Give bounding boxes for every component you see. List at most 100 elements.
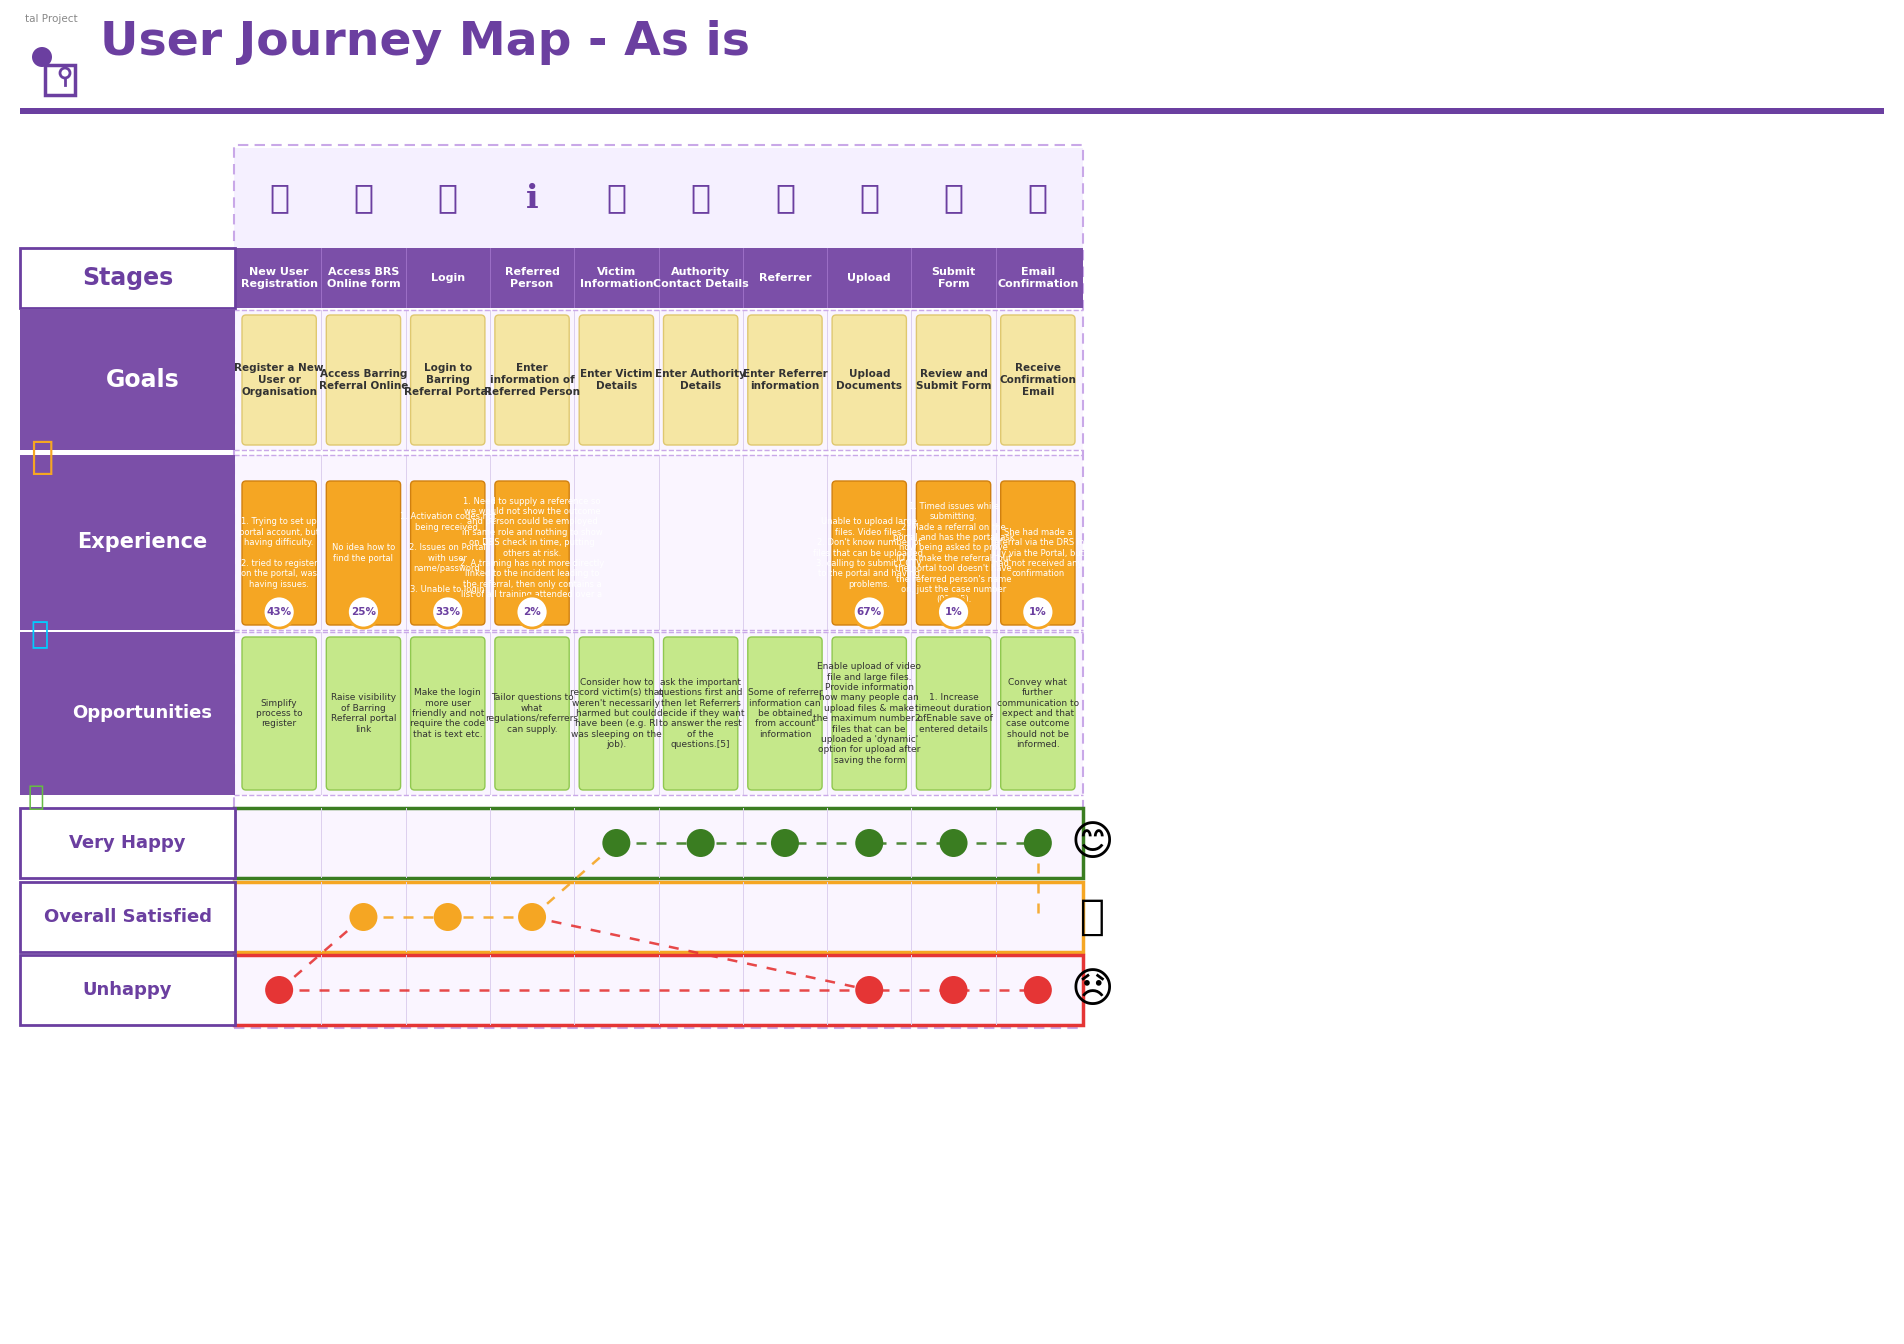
Circle shape [939,976,967,1004]
Text: Referred
Person: Referred Person [505,267,560,289]
Circle shape [434,903,463,931]
Text: Enter Authority
Details: Enter Authority Details [655,370,746,391]
FancyBboxPatch shape [326,481,400,625]
Bar [21,956,234,1025]
FancyBboxPatch shape [495,481,569,625]
Text: Authority
Contact Details: Authority Contact Details [653,267,748,289]
Text: 2%: 2% [524,607,541,617]
Circle shape [1024,829,1051,857]
Text: Access Barring
Referral Online: Access Barring Referral Online [318,370,407,391]
Text: Submit
Form: Submit Form [931,267,975,289]
Text: 1. Timed issues while
submitting.
2. Made a referral on the
portal and has the p: 1. Timed issues while submitting. 2. Mad… [893,501,1015,605]
FancyBboxPatch shape [748,637,823,790]
Circle shape [939,829,967,857]
Text: 1%: 1% [944,607,962,617]
FancyBboxPatch shape [1002,481,1076,625]
Text: She had made a
referral via the DRS in
July via the Portal, but
had not received: She had made a referral via the DRS in J… [992,528,1085,578]
Text: 25%: 25% [350,607,375,617]
Text: ask the important
questions first and
then let Referrers
decide if they want
to : ask the important questions first and th… [657,677,744,749]
Text: 👥: 👥 [605,181,626,215]
Bar [234,956,1083,1025]
FancyBboxPatch shape [242,481,316,625]
Text: 🌿: 🌿 [29,784,44,810]
Text: ℹ: ℹ [526,181,539,215]
Text: Enter Victim
Details: Enter Victim Details [581,370,653,391]
Text: No idea how to
find the portal: No idea how to find the portal [331,543,394,563]
FancyBboxPatch shape [411,637,486,790]
Text: Email
Confirmation: Email Confirmation [998,267,1078,289]
Text: Experience: Experience [78,532,208,552]
Circle shape [771,829,800,857]
Text: 33%: 33% [436,607,461,617]
Text: Unable to upload large
files. Video files.
2. Don't know number of
files that ca: Unable to upload large files. Video file… [813,517,925,589]
Bar [234,310,1083,450]
Circle shape [937,595,969,628]
FancyBboxPatch shape [748,314,823,445]
Text: Login: Login [430,273,465,284]
FancyBboxPatch shape [411,314,486,445]
Circle shape [265,976,293,1004]
Text: Enter
information of
Referred Person: Enter information of Referred Person [484,363,581,396]
Text: 1. Increase
timeout duration
2. Enable save of
entered details: 1. Increase timeout duration 2. Enable s… [914,694,992,734]
Text: Enable upload of video
file and large files.
Provide information
how many people: Enable upload of video file and large fi… [813,663,925,765]
Circle shape [1024,976,1051,1004]
Bar [234,249,1083,308]
FancyBboxPatch shape [1002,637,1076,790]
Text: Consider how to
record victim(s) that
weren't necessarily
harmed but could
have : Consider how to record victim(s) that we… [569,677,663,749]
Text: Simplify
process to
register: Simplify process to register [255,699,303,728]
FancyBboxPatch shape [663,314,737,445]
Circle shape [853,595,885,628]
FancyBboxPatch shape [916,637,990,790]
Text: Tailor questions to
what
regulations/referrers
can supply.: Tailor questions to what regulations/ref… [486,694,579,734]
Bar [234,882,1083,952]
Text: Enter Referrer
information: Enter Referrer information [743,370,828,391]
Text: tal Project: tal Project [25,13,78,24]
Bar [21,882,234,952]
Text: New User
Registration: New User Registration [240,267,318,289]
FancyBboxPatch shape [495,314,569,445]
Circle shape [516,595,548,628]
Text: 1%: 1% [1028,607,1047,617]
Text: 🖥: 🖥 [268,181,289,215]
FancyBboxPatch shape [411,481,486,625]
Bar [234,145,1083,1028]
FancyBboxPatch shape [326,637,400,790]
Bar [234,632,1083,796]
Text: Stages: Stages [82,266,173,290]
FancyBboxPatch shape [579,637,653,790]
Text: 😞: 😞 [1070,969,1114,1011]
FancyBboxPatch shape [242,314,316,445]
Text: 🙂: 🙂 [1080,896,1104,938]
Text: 67%: 67% [857,607,882,617]
Text: Raise visibility
of Barring
Referral portal
link: Raise visibility of Barring Referral por… [331,694,396,734]
Bar [21,249,234,308]
Text: Some of referrer
information can
be obtained
from account
information: Some of referrer information can be obta… [748,688,823,739]
Text: 🔐: 🔐 [438,181,457,215]
Bar [21,808,234,878]
Text: 📋: 📋 [944,181,963,215]
Text: 1. Need to supply a reference so
we would not show the outcome
and person could : 1. Need to supply a reference so we woul… [461,496,604,609]
FancyBboxPatch shape [579,314,653,445]
Text: Unhappy: Unhappy [82,981,171,999]
Circle shape [1022,595,1053,628]
FancyBboxPatch shape [663,637,737,790]
Bar [21,310,234,450]
FancyBboxPatch shape [832,637,906,790]
Circle shape [855,829,883,857]
Text: Goals: Goals [105,368,179,392]
Circle shape [32,47,51,67]
Text: 📞: 📞 [691,181,710,215]
FancyBboxPatch shape [1002,314,1076,445]
Text: 🏔: 🏔 [30,438,53,476]
Circle shape [350,903,377,931]
Bar [234,808,1083,878]
Text: 📧: 📧 [1028,181,1047,215]
Text: 1. Activation codes not
being received.

2. Issues on Portal
with user
name/pass: 1. Activation codes not being received. … [400,512,495,594]
FancyBboxPatch shape [326,314,400,445]
FancyBboxPatch shape [916,314,990,445]
Bar [21,632,234,796]
Circle shape [347,595,379,628]
Text: 😊: 😊 [1070,823,1114,864]
Bar [21,108,1883,114]
Text: 👤: 👤 [775,181,796,215]
